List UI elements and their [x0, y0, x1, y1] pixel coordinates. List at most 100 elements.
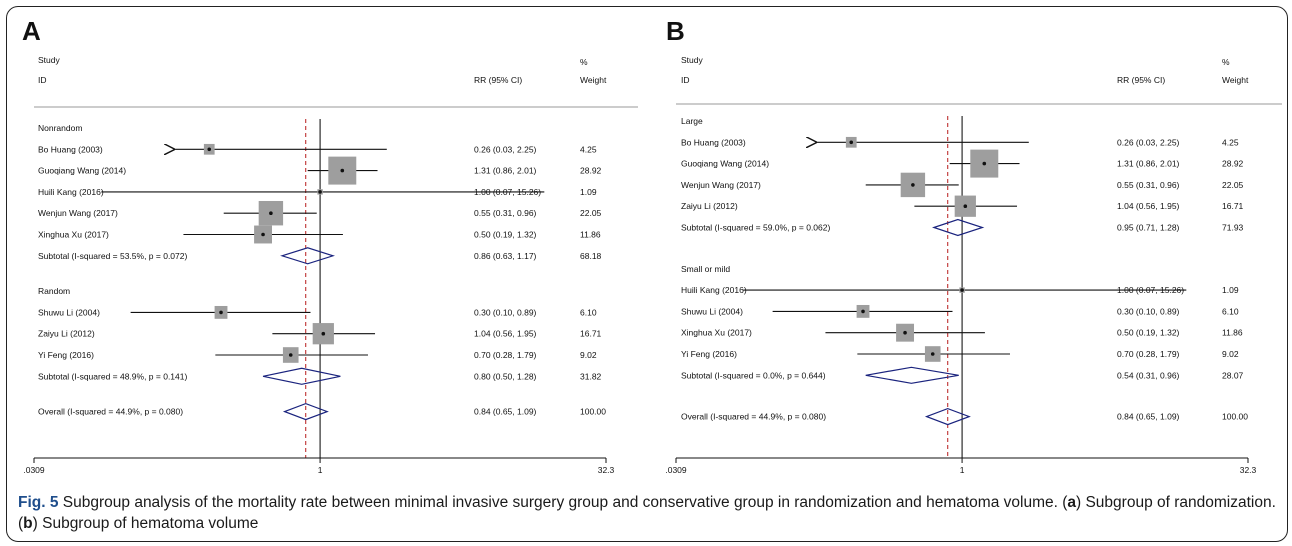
row-weight: 16.71: [1222, 201, 1244, 211]
row-weight: 1.09: [580, 187, 597, 197]
point-estimate: [930, 352, 935, 356]
row-rr-ci: 1.31 (0.86, 2.01): [1117, 159, 1180, 169]
figure-caption: Fig. 5 Subgroup analysis of the mortalit…: [18, 492, 1280, 534]
row-weight: 4.25: [580, 144, 597, 154]
header-study: Study: [681, 55, 703, 65]
x-tick-label: 32.3: [598, 465, 615, 475]
row-rr-ci: 1.04 (0.56, 1.95): [474, 329, 537, 339]
point-estimate: [288, 353, 293, 357]
subtotal-diamond: [932, 218, 985, 237]
header-weight-pct: %: [580, 57, 588, 67]
header-id: ID: [38, 75, 47, 85]
x-tick-label: 1: [318, 465, 323, 475]
row-rr-ci: 0.30 (0.10, 0.89): [474, 307, 537, 317]
row-label: Subtotal (I-squared = 53.5%, p = 0.072): [38, 251, 187, 261]
overall-diamond: [924, 407, 971, 426]
row-weight: 28.92: [1222, 159, 1244, 169]
group-label: Small or mild: [681, 264, 730, 274]
point-estimate: [960, 288, 964, 292]
point-estimate: [982, 161, 987, 166]
point-estimate: [269, 211, 273, 215]
caption-b: b: [23, 515, 33, 532]
row-label: Bo Huang (2003): [38, 144, 103, 154]
panel-label: B: [666, 16, 685, 46]
row-rr-ci: 0.80 (0.50, 1.28): [474, 371, 537, 381]
point-estimate: [849, 140, 854, 145]
subtotal-diamond: [262, 367, 341, 385]
row-rr-ci: 0.55 (0.31, 0.96): [474, 208, 537, 218]
row-label: Shuwu Li (2004): [38, 307, 100, 317]
forest-panel-b: B Study ID RR (95% CI)% Weight Large Bo Huang …: [665, 16, 1282, 475]
row-weight: 100.00: [580, 407, 606, 417]
row-label: Yi Feng (2016): [38, 350, 94, 360]
row-rr-ci: 0.84 (0.65, 1.09): [1117, 412, 1180, 422]
subtotal-diamond: [865, 366, 959, 384]
row-weight: 9.02: [1222, 349, 1239, 359]
row-label: Guoqiang Wang (2014): [681, 159, 769, 169]
row-label: Subtotal (I-squared = 59.0%, p = 0.062): [681, 223, 830, 233]
row-weight: 28.07: [1222, 370, 1244, 380]
header-weight: Weight: [1222, 75, 1249, 85]
caption-text-1: Subgroup analysis of the mortality rate …: [58, 494, 1068, 511]
caption-text-3: ) Subgroup of hematoma volume: [32, 515, 259, 532]
row-label: Zaiyu Li (2012): [38, 329, 95, 339]
row-label: Xinghua Xu (2017): [38, 230, 109, 240]
row-weight: 68.18: [580, 251, 602, 261]
row-weight: 71.93: [1222, 223, 1244, 233]
row-label: Zaiyu Li (2012): [681, 201, 738, 211]
caption-fig-label: Fig. 5: [18, 494, 59, 511]
row-weight: 11.86: [580, 230, 601, 240]
panel-label: A: [22, 16, 41, 46]
header-weight: Weight: [580, 75, 607, 85]
row-rr-ci: 0.95 (0.71, 1.28): [1117, 223, 1180, 233]
row-label: Wenjun Wang (2017): [38, 208, 118, 218]
row-rr-ci: 0.55 (0.31, 0.96): [1117, 180, 1180, 190]
x-tick-label: 32.3: [1240, 465, 1257, 475]
group-label: Random: [38, 286, 70, 296]
row-label: Shuwu Li (2004): [681, 306, 743, 316]
row-rr-ci: 0.50 (0.19, 1.32): [1117, 328, 1180, 338]
row-label: Huili Kang (2016): [681, 285, 747, 295]
group-label: Nonrandom: [38, 123, 82, 133]
row-rr-ci: 1.31 (0.86, 2.01): [474, 166, 537, 176]
row-label: Yi Feng (2016): [681, 349, 737, 359]
point-estimate: [340, 168, 345, 173]
row-rr-ci: 0.70 (0.28, 1.79): [1117, 349, 1180, 359]
row-rr-ci: 1.04 (0.56, 1.95): [1117, 201, 1180, 211]
row-rr-ci: 0.84 (0.65, 1.09): [474, 407, 537, 417]
row-weight: 22.05: [1222, 180, 1244, 190]
row-label: Subtotal (I-squared = 48.9%, p = 0.141): [38, 371, 187, 381]
row-rr-ci: 0.54 (0.31, 0.96): [1117, 370, 1180, 380]
row-rr-ci: 0.50 (0.19, 1.32): [474, 230, 537, 240]
row-weight: 4.25: [1222, 137, 1239, 147]
caption-text-2: ) Subgroup of randomization. (: [18, 494, 1276, 532]
row-weight: 22.05: [580, 208, 602, 218]
row-weight: 6.10: [1222, 306, 1239, 316]
point-estimate: [963, 204, 968, 208]
overall-diamond: [282, 402, 329, 421]
row-label: Overall (I-squared = 44.9%, p = 0.080): [681, 412, 826, 422]
row-rr-ci: 0.26 (0.03, 2.25): [474, 144, 537, 154]
point-estimate: [911, 183, 915, 187]
row-label: Overall (I-squared = 44.9%, p = 0.080): [38, 407, 183, 417]
point-estimate: [903, 330, 907, 335]
row-label: Huili Kang (2016): [38, 187, 104, 197]
caption-a: a: [1067, 494, 1076, 511]
row-weight: 16.71: [580, 329, 602, 339]
figure-frame: [6, 6, 1288, 542]
group-label: Large: [681, 116, 703, 126]
row-label: Guoqiang Wang (2014): [38, 166, 126, 176]
row-rr-ci: 0.70 (0.28, 1.79): [474, 350, 537, 360]
x-tick-label: .0309: [665, 465, 687, 475]
point-estimate: [321, 331, 326, 336]
point-estimate: [219, 310, 223, 315]
x-tick-label: .0309: [23, 465, 45, 475]
row-rr-ci: 0.30 (0.10, 0.89): [1117, 306, 1180, 316]
header-rr: RR (95% CI): [474, 75, 522, 85]
row-weight: 11.86: [1222, 328, 1243, 338]
forest-plot-figure: A Study ID RR (95% CI)% Weight Nonrandom Bo Hu…: [22, 16, 1282, 475]
subtotal-diamond: [280, 247, 335, 265]
header-study: Study: [38, 55, 60, 65]
point-estimate: [318, 190, 322, 194]
x-tick-label: 1: [960, 465, 965, 475]
